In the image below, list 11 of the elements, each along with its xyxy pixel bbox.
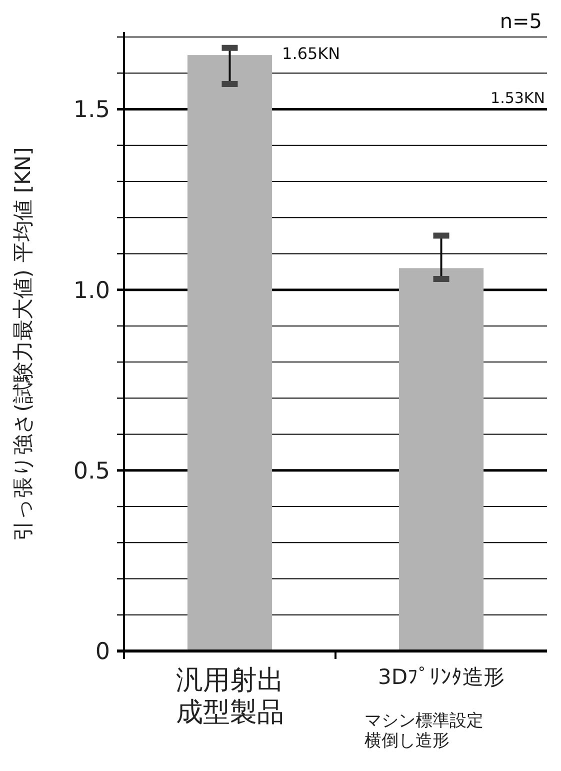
y-tick-label: 0 xyxy=(95,639,110,665)
annotation: 1.65KN xyxy=(282,44,340,63)
y-tick-label: 0.5 xyxy=(73,458,110,484)
y-tick-label: 1.0 xyxy=(73,278,110,304)
text: n=5 xyxy=(500,9,542,33)
x-tick-label: 3Dﾌﾟﾘﾝﾀ造形 xyxy=(376,665,506,690)
y-tick-label: 1.5 xyxy=(73,97,110,124)
text: マシン標準設定横倒し造形 xyxy=(364,711,484,752)
x-tick-label: 汎用射出成型製品 xyxy=(174,665,285,730)
y-axis-title: 引っ張り強さ(試験力最大値) 平均値 [KN] xyxy=(11,147,35,541)
annotation: 1.53KN xyxy=(490,89,545,107)
